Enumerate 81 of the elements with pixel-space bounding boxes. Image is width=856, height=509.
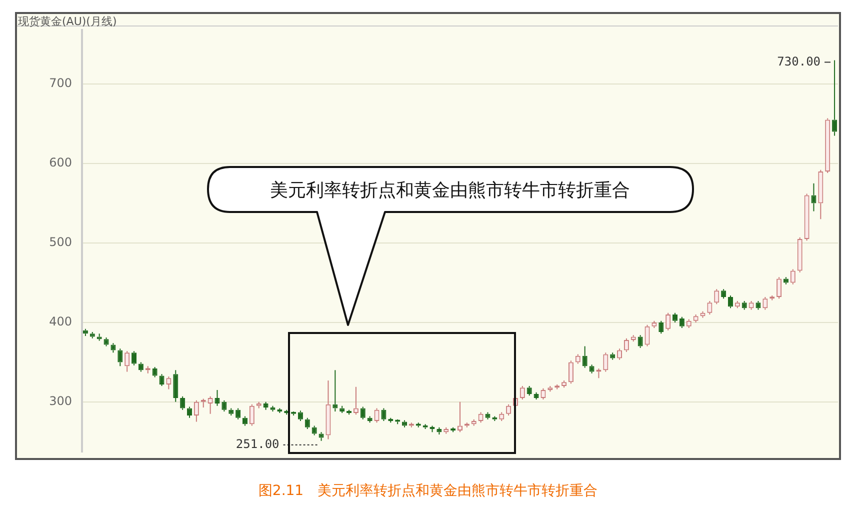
candlestick	[118, 348, 123, 367]
candlestick	[742, 300, 747, 310]
caption: 图2.11 美元利率转折点和黄金由熊市转牛市转折重合	[257, 482, 599, 500]
candlestick	[582, 346, 588, 368]
chart-title: 现货黄金(AU)(月线)	[18, 14, 117, 29]
candlestick	[589, 364, 594, 374]
candlestick	[603, 352, 608, 372]
candlestick	[346, 409, 352, 416]
candlestick	[256, 401, 262, 409]
candlestick	[748, 300, 754, 310]
candlestick	[104, 337, 109, 347]
candlestick	[658, 320, 664, 334]
candlestick	[208, 396, 213, 414]
candlestick	[381, 408, 386, 422]
candlestick	[159, 374, 164, 387]
annotation: 730.00	[777, 54, 821, 68]
candlestick	[818, 169, 824, 220]
candlestick	[756, 300, 761, 310]
candlestick	[610, 352, 616, 360]
candlestick	[263, 401, 268, 410]
y-tick-label: 600	[49, 156, 72, 170]
candlestick	[783, 276, 788, 285]
candlestick	[520, 386, 525, 400]
annotation: 美元利率转折点和黄金由熊市转牛市转折重合	[270, 180, 630, 201]
candlestick	[166, 376, 172, 390]
candlestick	[526, 386, 532, 396]
candlestick	[534, 392, 539, 400]
candlestick	[797, 236, 802, 273]
candlestick	[811, 182, 816, 212]
candlestick	[804, 193, 810, 242]
candlestick	[686, 318, 692, 329]
candlestick	[638, 334, 643, 348]
candlestick	[728, 294, 733, 309]
candlestick	[360, 406, 366, 420]
y-tick-label: 500	[49, 235, 72, 250]
candlestick	[228, 408, 234, 416]
candlestick	[624, 338, 629, 352]
candlestick	[318, 432, 324, 442]
candlestick	[734, 300, 740, 309]
candlestick	[304, 417, 310, 430]
candlestick	[644, 324, 650, 347]
candlestick	[666, 312, 671, 331]
candlestick	[326, 380, 331, 440]
candlestick	[180, 396, 186, 410]
candlestick	[762, 296, 768, 310]
candlestick	[132, 350, 137, 366]
candlestick	[499, 412, 504, 422]
candlestick	[124, 350, 130, 372]
candlestick	[790, 268, 796, 285]
candlestick	[222, 400, 227, 412]
candlestick	[776, 276, 782, 300]
candlestick	[485, 412, 490, 420]
y-tick-label: 300	[49, 394, 72, 408]
candlestick	[312, 425, 317, 436]
candlestick	[374, 408, 380, 424]
candlestick	[693, 314, 698, 323]
candlestick	[194, 400, 199, 422]
candlestick	[402, 420, 408, 428]
y-tick-label: 400	[49, 314, 72, 329]
candlestick	[270, 405, 276, 412]
candlestick	[249, 404, 254, 426]
candlestick	[825, 118, 830, 174]
candlestick	[90, 331, 95, 339]
candlestick	[714, 288, 720, 305]
candlestick	[458, 401, 462, 433]
candlestick	[173, 370, 178, 402]
candlestick	[548, 386, 553, 392]
candlestick	[707, 300, 712, 316]
candlestick	[562, 380, 567, 388]
candlestick	[353, 386, 358, 416]
candlestick	[832, 60, 838, 136]
candlestick	[138, 362, 144, 372]
candlestick	[152, 366, 158, 378]
candlestick	[652, 320, 657, 329]
y-tick-label: 700	[49, 76, 72, 90]
candlestick	[332, 370, 338, 412]
annotation: 251.00	[236, 437, 280, 451]
candlestick	[540, 388, 546, 400]
candlestick	[575, 354, 580, 364]
candlestick	[478, 412, 484, 424]
candlestick	[568, 360, 574, 384]
